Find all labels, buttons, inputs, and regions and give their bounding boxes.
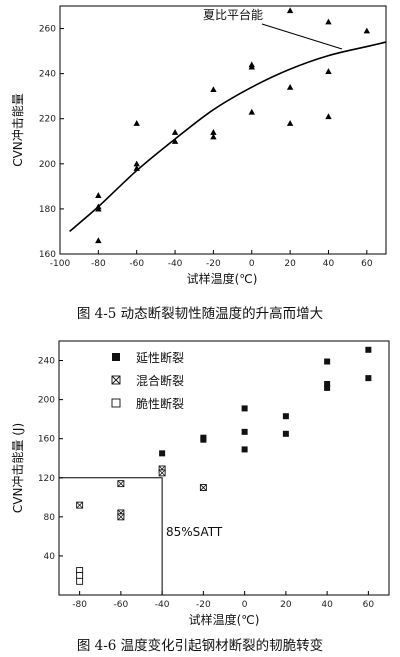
- chart-2-x-tick-label: 20: [280, 600, 292, 610]
- chart-2-satt-lines: [59, 477, 163, 595]
- chart-2-y-tick-label: 40: [44, 552, 56, 562]
- chart-1-data-point: [95, 237, 102, 244]
- chart-1-data-point: [363, 27, 371, 34]
- chart-2-point-ductile: [365, 346, 372, 353]
- chart-2-x-tick-label: -20: [196, 600, 211, 610]
- chart-1-data-point: [95, 192, 102, 198]
- chart-1-annotation-leader: [261, 23, 343, 50]
- chart-2-y-tick-label: 200: [38, 396, 55, 406]
- chart-2-point-ductile: [282, 430, 289, 437]
- chart-2-y-axis-label: CVN冲击能量 (J): [10, 423, 25, 513]
- chart-1-y-tick-label: 220: [39, 115, 56, 125]
- chart-1-data-point: [325, 18, 332, 25]
- legend-marker-ductile: [112, 353, 120, 361]
- legend-label-ductile: 延性断裂: [136, 350, 184, 365]
- chart-2-y-tick-label: 240: [38, 357, 55, 367]
- chart-2-point-ductile: [241, 428, 248, 435]
- chart-1-annotation: 夏比平台能: [203, 7, 263, 22]
- chart-1-data-point: [286, 7, 294, 14]
- chart-2-point-ductile: [365, 375, 372, 382]
- chart-2-point-ductile: [200, 436, 207, 443]
- chart-1-data-point: [133, 160, 140, 167]
- chart-2-x-tick-label: -40: [155, 600, 170, 610]
- chart-2-point-ductile: [324, 358, 331, 365]
- chart-1-y-tick-label: 200: [39, 160, 56, 170]
- chart-1-x-tick-label: -60: [129, 259, 144, 269]
- chart-2-point-mixed: [117, 480, 125, 488]
- chart-1-x-tick-label: -80: [91, 259, 106, 269]
- chart-2-point-mixed: [117, 513, 125, 521]
- chart-1-y-tick-label: 180: [39, 205, 56, 215]
- chart-1-data-point: [325, 113, 332, 120]
- chart-2-x-tick-label: 40: [321, 600, 333, 610]
- chart-2-x-tick-label: 0: [242, 600, 248, 610]
- chart-1-y-axis-label: CVN冲击能量: [10, 93, 25, 167]
- chart-1-x-tick-label: -40: [168, 259, 183, 269]
- chart-1-y-tick-label: 240: [39, 70, 56, 80]
- chart-1-data-point: [210, 129, 217, 135]
- chart-2-point-ductile: [241, 446, 248, 453]
- chart-2-frame: [58, 340, 390, 596]
- chart-1-x-axis-label: 试样温度(℃): [187, 271, 258, 286]
- chart-1-x-tick-label: 20: [284, 259, 296, 269]
- chart-1-x-tick-label: -20: [206, 259, 221, 269]
- chart-1-y-tick-label: 160: [39, 250, 56, 260]
- chart-1-data-point: [325, 68, 332, 74]
- chart-2-point-ductile: [324, 380, 331, 387]
- chart-2-point-mixed: [199, 484, 207, 491]
- chart-1-x-tick-label: 40: [323, 259, 335, 269]
- chart-2: 40 80 120 160 200 240 -80 -60 -40 -20 0 20 40 60 85%…: [10, 340, 390, 654]
- chart-1: 160 180 200 220 240 260 -100 -80 -60 -40 -20 0 20 40…: [10, 5, 387, 322]
- chart-2-point-ductile: [282, 413, 289, 420]
- chart-1-data-point: [286, 83, 294, 90]
- chart-2-x-tick-label: 60: [363, 600, 375, 610]
- chart-1-frame: [59, 5, 387, 255]
- chart-2-y-tick-label: 160: [38, 435, 55, 445]
- chart-2-point-brittle: [76, 577, 84, 585]
- chart-2-legend: 延性断裂 混合断裂 脆性断裂: [111, 350, 184, 411]
- chart-1-x-tick-label: 60: [361, 259, 373, 269]
- chart-1-x-tick-label: 0: [249, 259, 255, 269]
- chart-1-data-point: [286, 120, 294, 126]
- chart-2-y-tick-label: 120: [38, 474, 55, 484]
- chart-1-data-point: [133, 165, 140, 171]
- chart-2-x-tick-label: -60: [114, 600, 129, 610]
- chart-2-caption: 图 4-6 温度变化引起钢材断裂的韧脆转变: [77, 637, 323, 654]
- chart-2-y-tick-label: 80: [44, 513, 56, 523]
- chart-1-data-point: [210, 86, 217, 93]
- chart-1-data-point: [171, 138, 179, 144]
- chart-2-point-mixed: [158, 469, 166, 477]
- chart-2-point-ductile: [241, 405, 248, 412]
- chart-2-annotation: 85%SATT: [166, 525, 223, 539]
- chart-1-data-point: [133, 120, 140, 126]
- legend-marker-mixed: [111, 375, 121, 385]
- chart-1-caption: 图 4-5 动态断裂韧性随温度的升高而增大: [77, 305, 323, 322]
- chart-1-data-point: [210, 133, 217, 140]
- chart-2-x-tick-label: -80: [72, 600, 87, 610]
- chart-2-x-axis-label: 试样温度(℃): [189, 612, 260, 627]
- chart-1-data-point: [171, 129, 179, 135]
- chart-2-point-mixed: [76, 501, 84, 509]
- chart-1-data-point: [95, 205, 102, 212]
- chart-1-x-tick-label: -100: [50, 259, 71, 269]
- legend-label-mixed: 混合断裂: [136, 373, 184, 388]
- chart-1-y-tick-label: 260: [39, 25, 56, 35]
- chart-2-point-ductile: [159, 450, 166, 457]
- legend-marker-brittle: [111, 398, 121, 408]
- legend-label-brittle: 脆性断裂: [136, 396, 184, 411]
- chart-2-point-ductile: [324, 384, 331, 391]
- chart-1-data-point: [248, 108, 255, 115]
- chart-1-data-point: [248, 63, 255, 70]
- chart-1-fit-curve: [69, 41, 387, 233]
- chart-2-point-brittle: [76, 572, 84, 579]
